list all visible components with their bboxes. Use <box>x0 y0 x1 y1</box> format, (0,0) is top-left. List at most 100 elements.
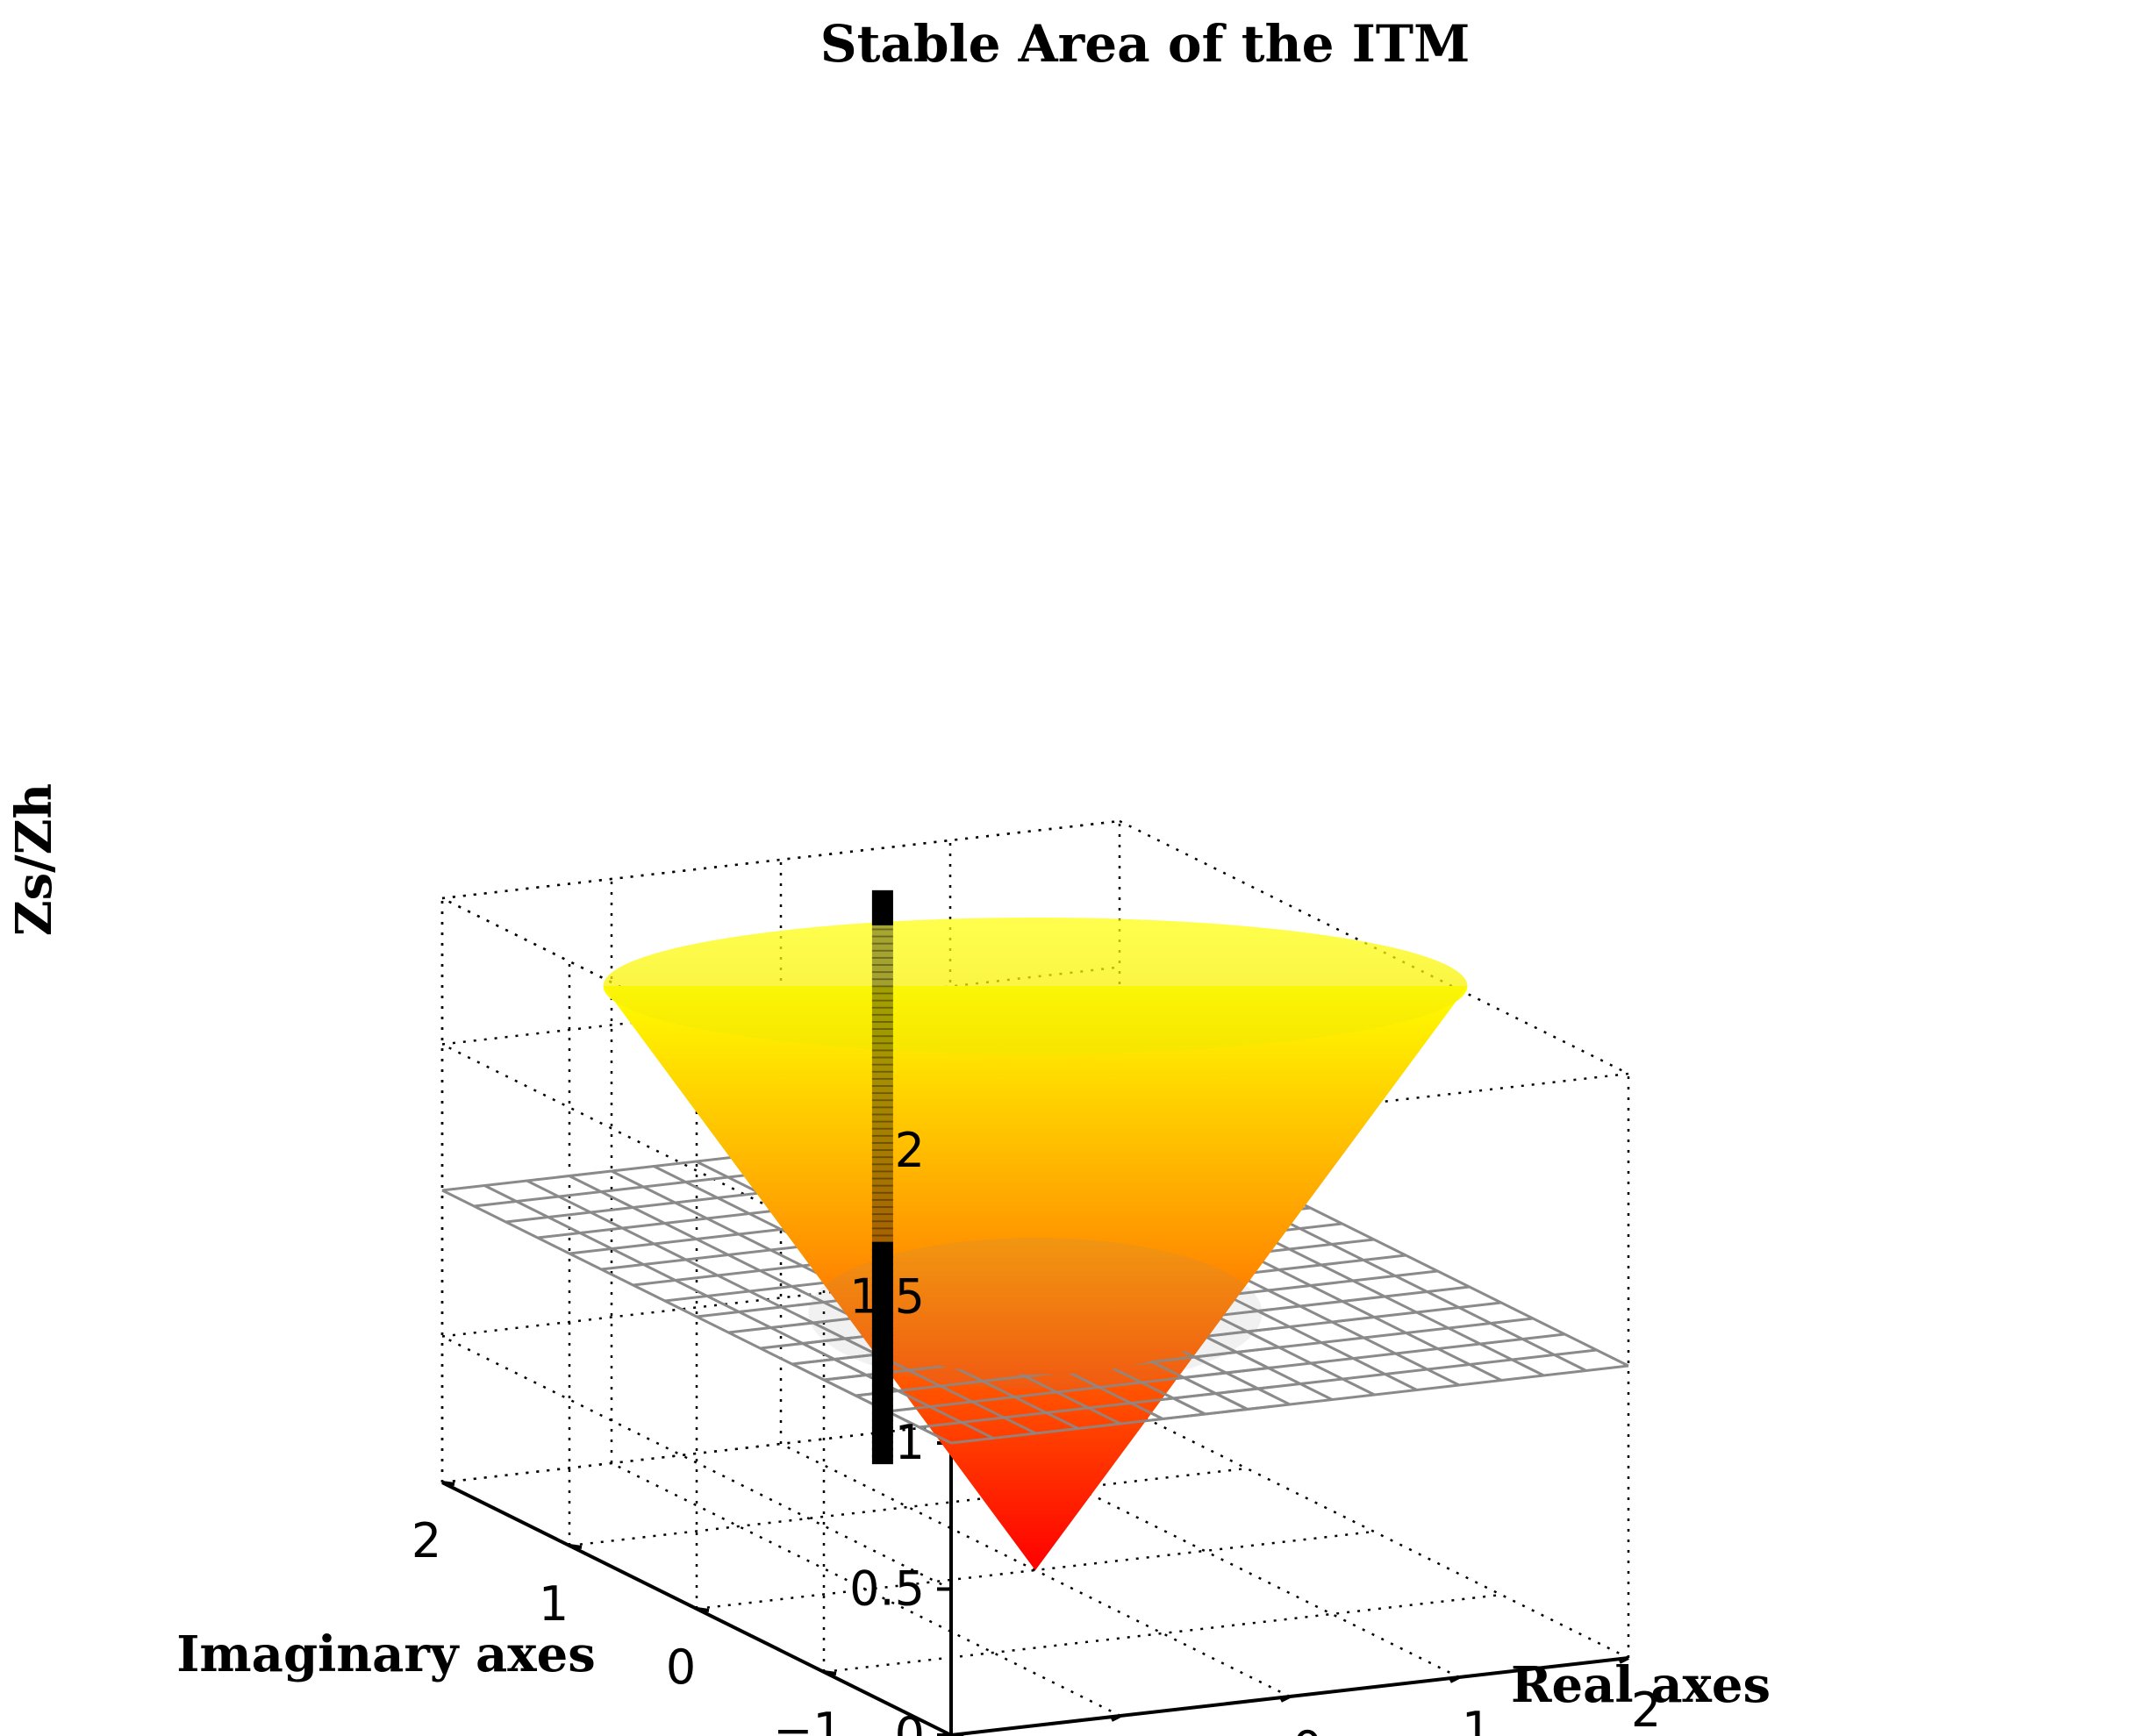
line-marker <box>871 1184 893 1194</box>
y-tick-mark <box>950 1733 964 1736</box>
line-marker <box>871 1291 893 1301</box>
line-marker <box>871 1319 893 1329</box>
line-marker <box>871 1448 893 1458</box>
line-marker <box>871 1405 893 1415</box>
line-marker <box>871 1369 893 1379</box>
z-tick-label: 0 <box>895 1707 925 1736</box>
line-marker <box>871 921 893 931</box>
line-marker <box>871 985 893 995</box>
line-marker <box>871 1127 893 1137</box>
line-marker <box>871 1141 893 1151</box>
line-marker <box>871 1412 893 1422</box>
x-tick-mark <box>1449 1675 1460 1683</box>
line-marker <box>871 1391 893 1401</box>
plane-mesh-line <box>798 1269 1037 1435</box>
plane-mesh-line <box>887 1332 1273 1413</box>
line-marker <box>871 1106 893 1116</box>
line-marker <box>871 1241 893 1251</box>
line-marker <box>871 1355 893 1365</box>
line-marker <box>871 1149 893 1159</box>
y-tick-label: 2 <box>411 1513 441 1568</box>
box-edge-line <box>441 819 1120 900</box>
line-marker <box>871 1213 893 1223</box>
line-marker <box>871 1262 893 1272</box>
x-axis-label: Real axes <box>1511 1656 1771 1714</box>
line-marker <box>871 1227 893 1237</box>
line-marker <box>871 1383 893 1393</box>
line-marker <box>871 1348 893 1358</box>
plane-mesh-front <box>798 1238 1273 1445</box>
line-marker <box>871 1070 893 1080</box>
line-marker <box>871 1092 893 1102</box>
plane-mesh-line <box>950 1364 1273 1445</box>
line-marker <box>871 1312 893 1322</box>
line-marker <box>871 1433 893 1443</box>
line-marker <box>871 1013 893 1023</box>
y-tick-mark <box>441 1481 455 1486</box>
cone-surface <box>603 918 1468 1570</box>
line-marker <box>871 971 893 981</box>
line-marker <box>871 1134 893 1144</box>
line-marker <box>871 978 893 988</box>
y-axis-label: Imaginary axes <box>176 1625 596 1683</box>
line-marker <box>871 1056 893 1066</box>
plane-cut-shading <box>808 1238 1263 1389</box>
line-marker <box>871 1170 893 1180</box>
line-marker <box>871 1163 893 1173</box>
line-marker <box>871 1455 893 1465</box>
line-marker <box>871 1198 893 1208</box>
line-marker <box>871 1177 893 1187</box>
line-marker <box>871 1327 893 1337</box>
line-marker <box>871 949 893 959</box>
floor-grid-line <box>1119 1404 1629 1660</box>
line-marker <box>871 964 893 974</box>
y-tick-label: 1 <box>539 1576 569 1632</box>
line-marker <box>871 1035 893 1045</box>
floor-grid-line <box>823 1593 1502 1674</box>
x-tick-mark <box>1619 1656 1629 1664</box>
y-tick-mark <box>696 1607 710 1612</box>
line-marker <box>871 1248 893 1258</box>
line-marker <box>871 1277 893 1287</box>
line-marker <box>871 1099 893 1109</box>
line-marker <box>871 1270 893 1280</box>
line-marker <box>871 1255 893 1265</box>
x-tick-mark <box>1111 1714 1121 1722</box>
line-marker <box>871 1028 893 1038</box>
plane-mesh-line <box>855 1317 1273 1397</box>
line-marker <box>871 935 893 945</box>
line-marker <box>871 928 893 938</box>
x-tick-label: 0 <box>1292 1721 1322 1736</box>
vertical-line-series <box>871 889 893 1465</box>
z-tick-label: 0.5 <box>849 1561 925 1617</box>
line-marker <box>871 956 893 966</box>
z-tick-label: 1 <box>895 1415 925 1470</box>
plane-mesh-line <box>798 1269 994 1440</box>
line-marker <box>871 1063 893 1073</box>
line-marker <box>871 1006 893 1016</box>
line-marker <box>871 1021 893 1031</box>
line-marker <box>871 1305 893 1315</box>
y-tick-mark <box>569 1544 583 1549</box>
y-tick-mark <box>823 1670 837 1675</box>
chart-title: Stable Area of the ITM <box>820 14 1471 74</box>
line-marker <box>871 1120 893 1130</box>
line-top-marker <box>871 889 893 925</box>
line-marker <box>871 1284 893 1294</box>
line-marker <box>871 999 893 1009</box>
x-tick-label: 2 <box>1631 1682 1661 1736</box>
line-marker <box>871 1376 893 1386</box>
z-tick-label: 2 <box>895 1123 925 1178</box>
line-marker <box>871 992 893 1002</box>
z-tick-label: 1.5 <box>849 1269 925 1325</box>
line-marker <box>871 1156 893 1166</box>
plane-mesh-line <box>798 1269 952 1445</box>
line-marker <box>871 1077 893 1087</box>
line-marker <box>871 1298 893 1308</box>
x-tick-mark <box>1280 1695 1291 1703</box>
x-tick-label: 1 <box>1462 1702 1492 1736</box>
line-marker <box>871 1206 893 1216</box>
